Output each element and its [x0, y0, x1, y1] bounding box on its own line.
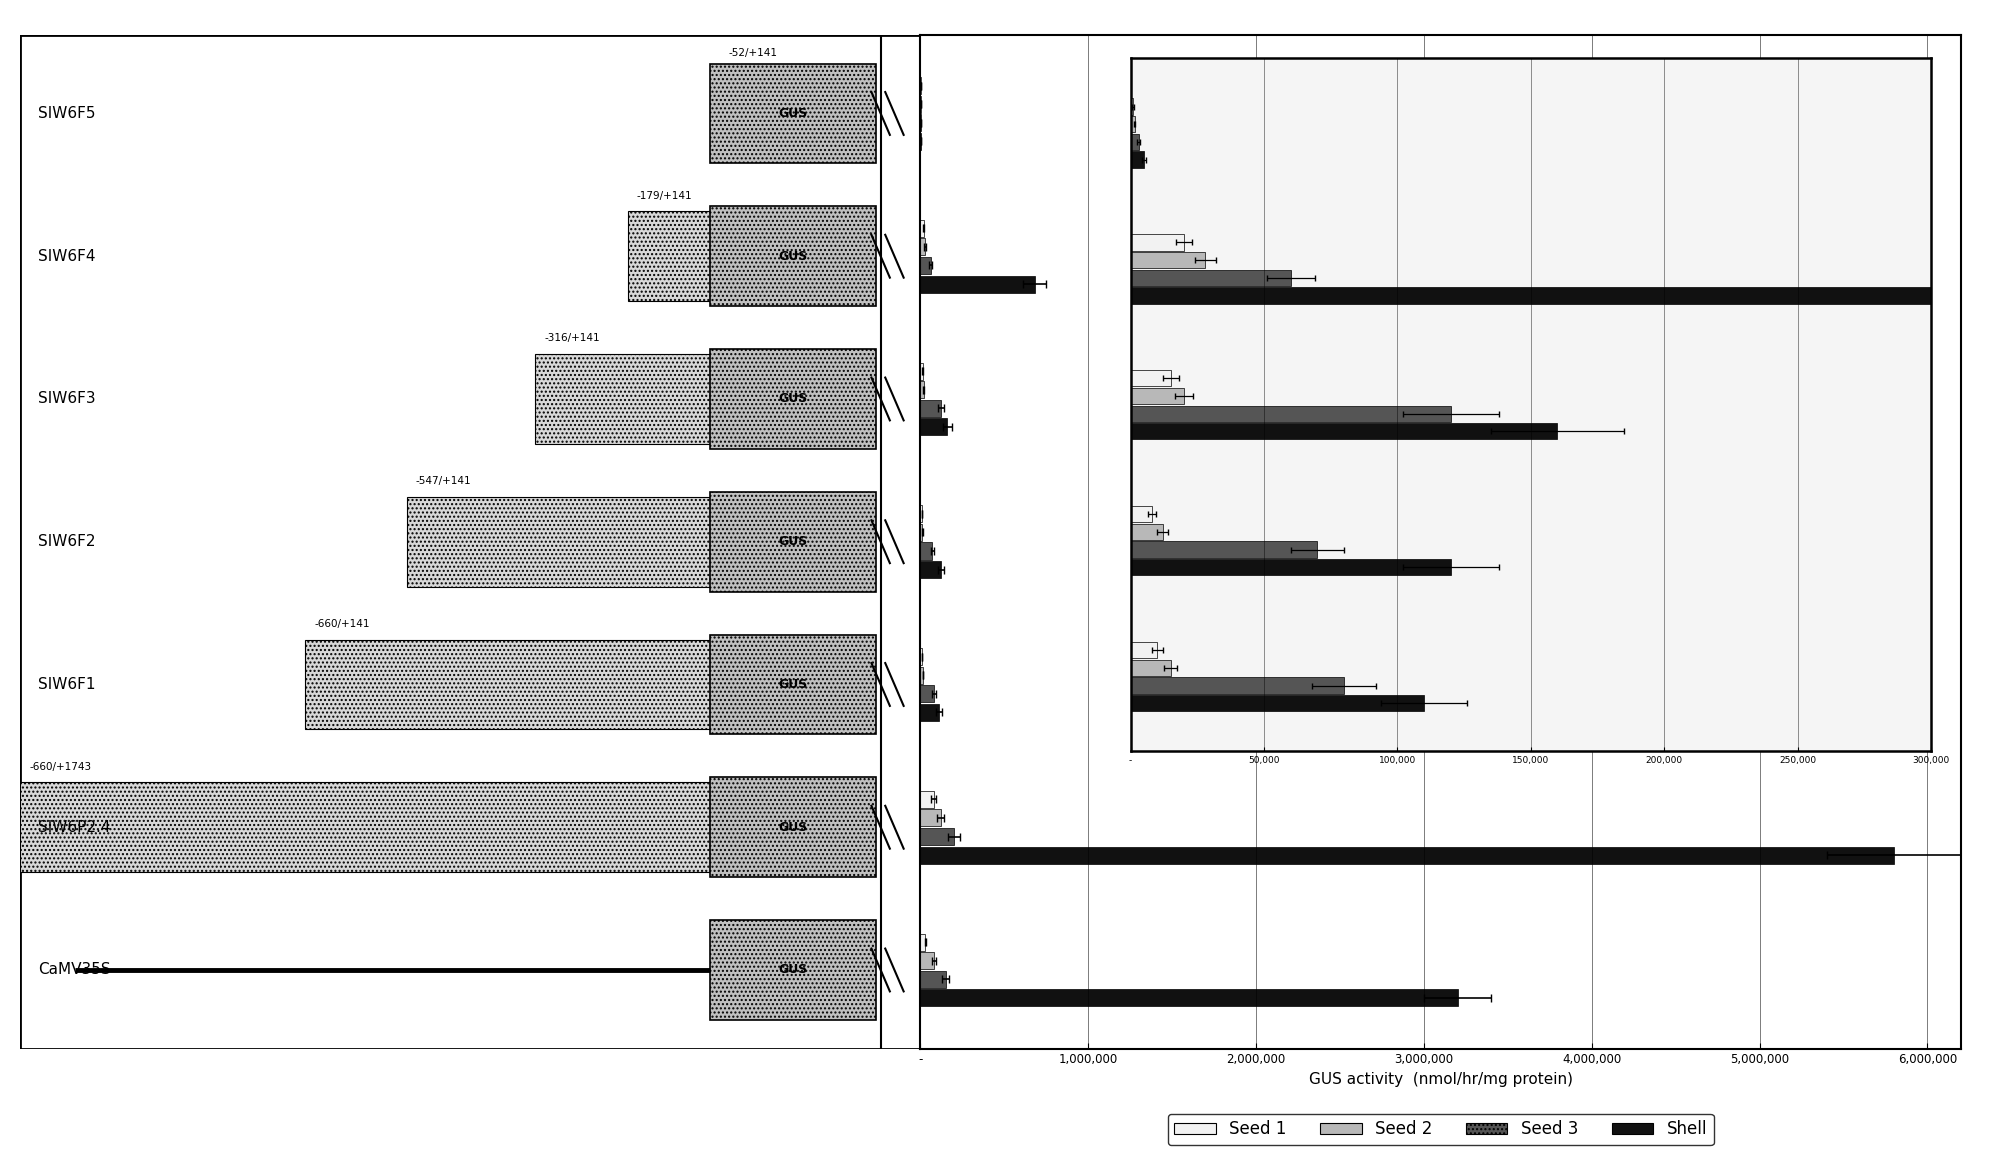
FancyBboxPatch shape: [536, 354, 710, 444]
Bar: [920, 685, 934, 702]
Bar: [920, 989, 1457, 1007]
FancyBboxPatch shape: [710, 492, 876, 592]
Bar: [920, 362, 922, 380]
Text: -316/+141: -316/+141: [544, 333, 600, 344]
Bar: [1131, 405, 1451, 422]
FancyBboxPatch shape: [710, 64, 876, 163]
Bar: [920, 562, 940, 578]
Text: SIW6P2.4: SIW6P2.4: [38, 820, 110, 835]
Text: GUS: GUS: [778, 963, 808, 976]
FancyBboxPatch shape: [20, 782, 710, 873]
Bar: [920, 970, 946, 988]
Bar: [1131, 252, 1205, 268]
Bar: [1131, 506, 1153, 522]
FancyBboxPatch shape: [628, 211, 710, 302]
Bar: [920, 791, 934, 809]
Bar: [1131, 116, 1135, 133]
FancyBboxPatch shape: [710, 920, 876, 1019]
Bar: [920, 275, 1035, 292]
Bar: [920, 810, 940, 826]
Bar: [1131, 524, 1163, 541]
Bar: [920, 933, 926, 951]
Text: GUS: GUS: [778, 393, 808, 405]
FancyBboxPatch shape: [710, 777, 876, 877]
Bar: [1131, 388, 1185, 404]
Bar: [1131, 134, 1139, 150]
Bar: [1131, 542, 1317, 558]
Bar: [1131, 234, 1185, 250]
Text: SIW6F1: SIW6F1: [38, 677, 96, 692]
Text: GUS: GUS: [778, 678, 808, 691]
X-axis label: GUS activity  (nmol/hr/mg protein): GUS activity (nmol/hr/mg protein): [1309, 1072, 1573, 1087]
Text: -660/+1743: -660/+1743: [30, 762, 92, 771]
Text: SIW6F2: SIW6F2: [38, 535, 96, 549]
Bar: [920, 543, 932, 559]
Bar: [920, 524, 922, 541]
FancyBboxPatch shape: [710, 206, 876, 306]
Bar: [1131, 559, 1451, 576]
Bar: [920, 239, 924, 255]
Text: -660/+141: -660/+141: [314, 619, 370, 629]
Bar: [920, 257, 930, 274]
Bar: [1131, 370, 1171, 387]
Bar: [920, 666, 922, 684]
FancyBboxPatch shape: [710, 69, 720, 158]
Bar: [1131, 288, 2001, 304]
FancyBboxPatch shape: [710, 635, 876, 734]
Bar: [920, 418, 946, 436]
Bar: [1131, 659, 1171, 676]
FancyBboxPatch shape: [406, 496, 710, 587]
Text: SIW6F5: SIW6F5: [38, 106, 96, 121]
Text: GUS: GUS: [778, 820, 808, 834]
Bar: [1131, 642, 1157, 658]
FancyBboxPatch shape: [306, 640, 710, 729]
Text: -52/+141: -52/+141: [728, 48, 778, 58]
Bar: [920, 381, 924, 398]
Bar: [920, 952, 934, 969]
Bar: [1131, 677, 1345, 693]
Bar: [1131, 423, 1557, 439]
Bar: [920, 847, 1893, 863]
Bar: [1131, 269, 1291, 285]
FancyBboxPatch shape: [710, 350, 876, 449]
Text: SIW6F3: SIW6F3: [38, 391, 96, 407]
Bar: [920, 828, 954, 845]
Text: -179/+141: -179/+141: [636, 191, 692, 200]
Text: CaMV35S: CaMV35S: [38, 962, 110, 977]
Text: GUS: GUS: [778, 107, 808, 120]
Bar: [1131, 151, 1145, 168]
Text: GUS: GUS: [778, 249, 808, 263]
Text: GUS: GUS: [778, 535, 808, 549]
Bar: [920, 704, 938, 721]
Bar: [1131, 696, 1425, 712]
Text: -547/+141: -547/+141: [416, 476, 472, 486]
Legend: Seed 1, Seed 2, Seed 3, Shell: Seed 1, Seed 2, Seed 3, Shell: [1169, 1114, 1713, 1145]
Bar: [1131, 98, 1133, 114]
Text: SIW6F4: SIW6F4: [38, 248, 96, 263]
Bar: [920, 220, 924, 236]
Bar: [920, 400, 940, 417]
